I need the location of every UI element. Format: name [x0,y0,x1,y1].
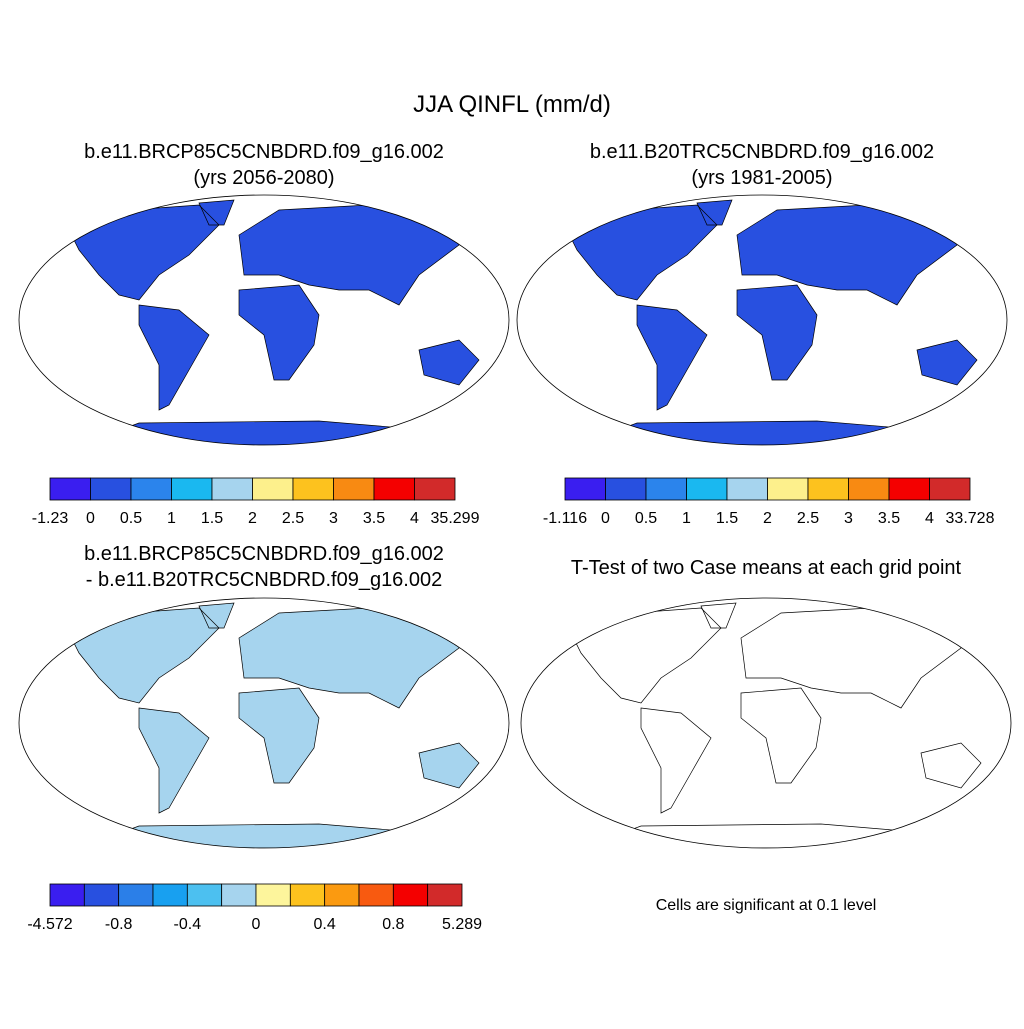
map-border [18,597,510,849]
colorbar-box [49,883,85,907]
colorbar-label: 3 [844,510,853,527]
colorbar-box [726,477,768,501]
colorbar-box [564,477,606,501]
panel: b.e11.BRCP85C5CNBDRD.f09_g16.002 (yrs 205… [18,141,510,527]
colorbar-label: 0.5 [635,510,657,527]
colorbar-label: -1.116 [543,510,587,527]
colorbar-label: 2 [248,510,257,527]
panel-title: (yrs 2056-2080) [193,167,334,189]
panel-title: b.e11.B20TRC5CNBDRD.f09_g16.002 [590,141,934,163]
colorbar-box [848,477,890,501]
colorbar-label: 5.289 [442,916,482,933]
panel-title: - b.e11.B20TRC5CNBDRD.f09_g16.002 [86,569,442,591]
colorbar-label: -1.23 [32,510,69,527]
land [69,603,479,848]
land [69,200,479,445]
colorbar-box [427,883,463,907]
figure-title: JJA QINFL (mm/d) [413,91,611,118]
panels: b.e11.BRCP85C5CNBDRD.f09_g16.002 (yrs 205… [18,141,1012,933]
map-border [516,194,1008,446]
map-fill [567,200,977,445]
colorbar-box [929,477,971,501]
colorbar-label: 3 [329,510,338,527]
panel-title: (yrs 1981-2005) [691,167,832,189]
panel-title: b.e11.BRCP85C5CNBDRD.f09_g16.002 [84,141,444,163]
colorbar-box [324,883,360,907]
map [516,194,1008,446]
map-fill [69,603,479,848]
colorbar-label: 33.728 [946,510,995,527]
colorbar-box [292,477,334,501]
map [520,597,1012,849]
colorbar-label: 1.5 [716,510,738,527]
map-border [520,597,1012,849]
colorbar-label: -0.4 [174,916,202,933]
colorbar-box [83,883,120,907]
colorbar-box [414,477,456,501]
panel-title: b.e11.BRCP85C5CNBDRD.f09_g16.002 [84,543,444,565]
colorbar-box [807,477,849,501]
colorbar-box [118,883,154,907]
panel: b.e11.BRCP85C5CNBDRD.f09_g16.002 - b.e11.… [18,543,510,933]
colorbar-box [392,883,429,907]
panel: T-Test of two Case means at each grid po… [520,557,1012,914]
colorbar-label: 0 [86,510,95,527]
panel-title: T-Test of two Case means at each grid po… [571,557,962,579]
colorbar-box [252,477,294,501]
colorbar-label: 0 [601,510,610,527]
colorbar-label: 4 [410,510,419,527]
colorbar-label: 0 [252,916,261,933]
colorbar-label: 1 [167,510,176,527]
colorbar-box [373,477,415,501]
colorbar-box [221,883,257,907]
map-border [18,194,510,446]
colorbar-box [130,477,172,501]
colorbar-label: 3.5 [878,510,900,527]
colorbar-box [211,477,253,501]
land [571,603,981,848]
map-fill [69,200,479,445]
colorbar-box [255,883,291,907]
map [18,194,510,446]
colorbar-box [358,883,394,907]
colorbar-label: -0.8 [105,916,133,933]
colorbar-box [605,477,647,501]
colorbar-box [152,883,188,907]
colorbar-label: 2.5 [797,510,819,527]
colorbar-box [289,883,326,907]
colorbar-box [186,883,223,907]
colorbar-box [888,477,930,501]
colorbar-label: 35.299 [431,510,480,527]
colorbar-box [49,477,91,501]
colorbar-label: 0.4 [314,916,336,933]
colorbar-label: 0.8 [382,916,404,933]
colorbar-label: 2.5 [282,510,304,527]
colorbar-box [171,477,213,501]
colorbar-label: 0.5 [120,510,142,527]
map [18,597,510,849]
colorbar-box [90,477,132,501]
colorbar-box [645,477,687,501]
land [567,200,977,445]
colorbar-label: 1 [682,510,691,527]
colorbar-box [767,477,809,501]
colorbar-box [333,477,375,501]
colorbar-box [686,477,728,501]
colorbar-label: 2 [763,510,772,527]
colorbar-label: 3.5 [363,510,385,527]
note: Cells are significant at 0.1 level [656,897,877,914]
colorbar-label: 1.5 [201,510,223,527]
map-fill [571,603,981,848]
colorbar-label: -4.572 [27,916,72,933]
panel: b.e11.B20TRC5CNBDRD.f09_g16.002 (yrs 1981… [516,141,1008,527]
colorbar-label: 4 [925,510,934,527]
